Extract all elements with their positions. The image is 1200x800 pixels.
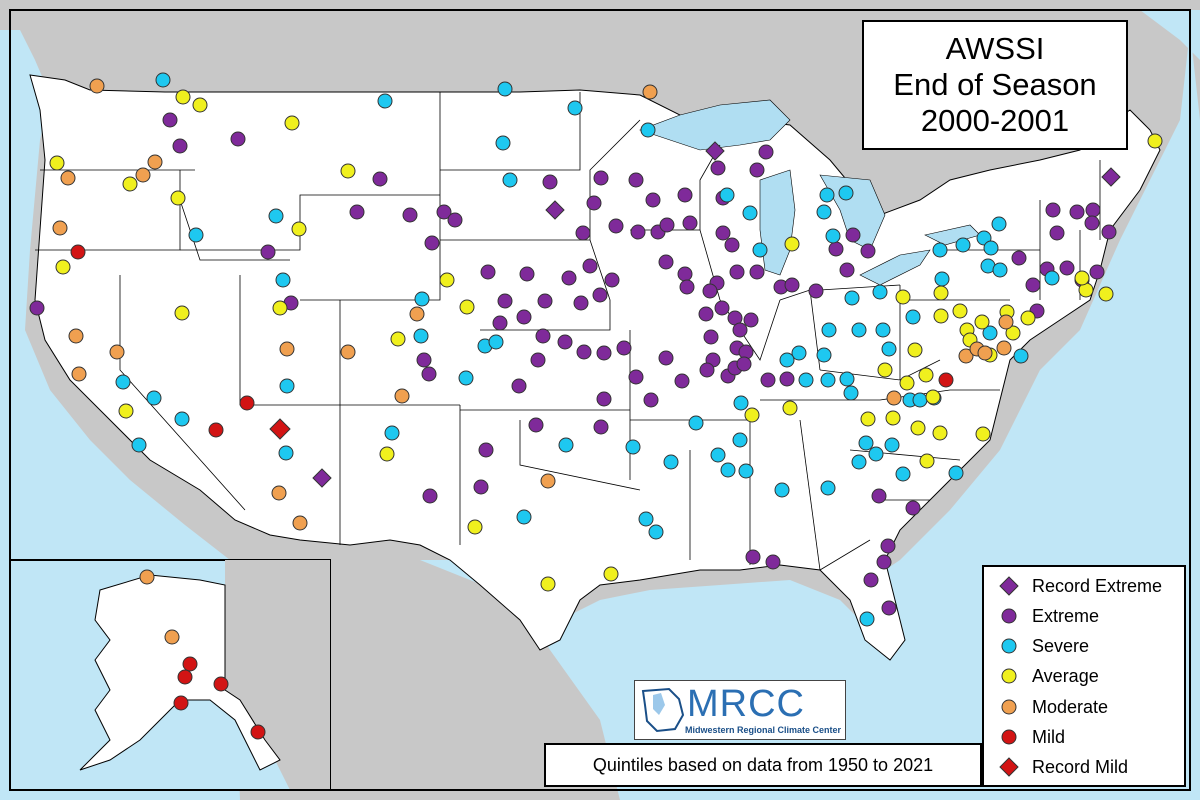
- legend-label: Record Mild: [1032, 757, 1129, 777]
- diamond-icon: [999, 576, 1019, 596]
- circle-icon: [1001, 699, 1017, 715]
- lake-superior: [639, 99, 791, 151]
- legend-item-average: Average: [984, 661, 1184, 691]
- title-line-2: End of Season: [893, 67, 1097, 102]
- circle-icon: [1001, 638, 1017, 654]
- mild-stations: [70, 244, 954, 740]
- north-atlantic: [1140, 10, 1200, 60]
- legend-label: Extreme: [1032, 606, 1100, 626]
- legend-item-extreme: Extreme: [984, 601, 1184, 631]
- legend-item-moderate: Moderate: [984, 692, 1184, 722]
- map-frame: [9, 9, 1191, 791]
- record-extreme-stations: [312, 141, 1121, 488]
- moderate-stations: [52, 78, 1014, 645]
- midwest-map-icon: [641, 687, 685, 733]
- circle-icon: [1001, 729, 1017, 745]
- record-mild-stations: [269, 418, 291, 440]
- station-markers: [29, 72, 1163, 740]
- circle-icon: [1001, 608, 1017, 624]
- title-line-1: AWSSI: [945, 31, 1045, 66]
- title-box: AWSSI End of Season 2000-2001: [862, 20, 1128, 150]
- legend: Record Extreme Extreme Severe Average Mo…: [982, 565, 1186, 787]
- logo-name: MRCC: [687, 683, 805, 725]
- logo-subtitle: Midwestern Regional Climate Center: [685, 725, 842, 735]
- circle-icon: [1001, 668, 1017, 684]
- legend-item-mild: Mild: [984, 722, 1184, 752]
- state-borders: [35, 92, 1101, 571]
- legend-item-record-extreme: Record Extreme: [984, 571, 1184, 601]
- canada-yukon: [225, 560, 330, 790]
- legend-label: Average: [1032, 666, 1099, 686]
- legend-label: Moderate: [1032, 697, 1109, 717]
- legend-item-severe: Severe: [984, 631, 1184, 661]
- legend-label: Record Extreme: [1032, 576, 1163, 596]
- legend-label: Mild: [1032, 727, 1066, 747]
- footer-note: Quintiles based on data from 1950 to 202…: [544, 743, 982, 787]
- mrcc-logo: MRCC Midwestern Regional Climate Center: [634, 680, 846, 740]
- legend-item-record-mild: Record Mild: [984, 752, 1184, 782]
- diamond-icon: [999, 757, 1019, 777]
- legend-label: Severe: [1032, 636, 1090, 656]
- lake-erie: [859, 249, 931, 286]
- extreme-stations: [29, 112, 1117, 616]
- title-line-3: 2000-2001: [920, 103, 1070, 138]
- severe-stations: [115, 72, 1060, 627]
